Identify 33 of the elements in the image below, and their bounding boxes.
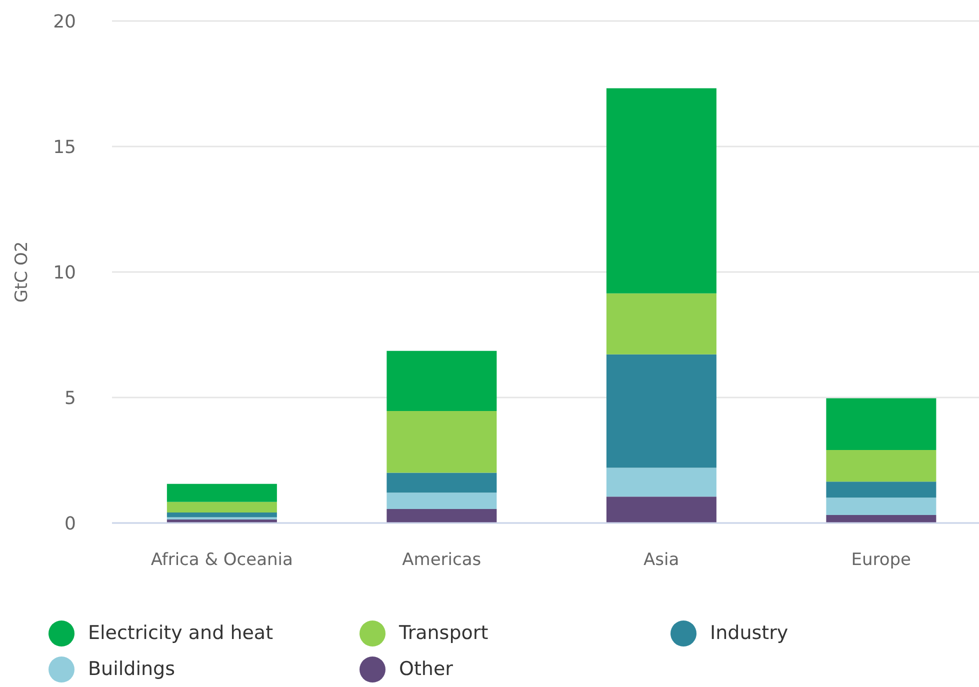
x-tick-label: Asia [644,550,680,570]
x-tick-label: Americas [402,550,482,570]
x-tick-label: Africa & Oceania [150,550,293,570]
bar [166,484,277,502]
legend-label: Transport [399,622,488,644]
y-tick-label: 0 [64,513,76,534]
legend-label: Buildings [88,658,175,680]
bar [386,472,497,493]
y-tick-label: 15 [53,136,76,158]
bar [386,508,497,523]
bar [606,293,716,354]
bar [386,492,497,509]
bar [826,398,936,450]
y-tick-label: 5 [64,388,76,409]
bar [606,468,716,497]
y-tick-label: 20 [53,11,76,32]
legend-label: Electricity and heat [88,622,274,644]
legend-label: Industry [710,622,788,644]
bar [166,512,277,518]
bar [826,450,936,482]
y-tick-label: 10 [53,262,76,284]
x-tick-label: Europe [851,550,912,570]
bar [826,514,936,523]
legend-label: Other [399,658,453,680]
bar [606,88,716,294]
bar [166,502,277,512]
bar [386,411,497,473]
y-axis-title: GtC O2 [12,241,32,303]
bar [826,498,936,515]
bar [606,354,716,468]
bar [826,482,936,498]
bar [606,496,716,523]
bar [386,350,497,412]
